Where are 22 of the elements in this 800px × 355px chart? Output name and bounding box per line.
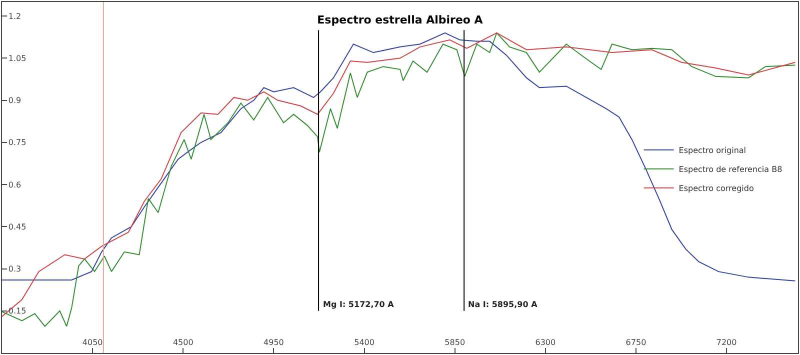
y-tick-label: 0.75	[8, 138, 26, 148]
x-tick-label: 4500	[172, 338, 194, 347]
legend-label: Espectro corregido	[678, 184, 754, 193]
y-tick-label: 0.15	[8, 306, 26, 316]
x-tick-label: 6750	[626, 338, 646, 347]
x-tick-label: 5400	[354, 338, 374, 347]
legend-label: Espectro de referencia B8	[678, 165, 782, 174]
x-tick-label: 6300	[535, 338, 556, 347]
x-tick-label: 5850	[444, 338, 466, 347]
y-tick-label: 1.2	[8, 12, 22, 21]
legend-label: Espectro original	[678, 146, 746, 155]
ref-line-label: Mg I: 5172,70 A	[323, 300, 395, 309]
y-tick-label: 0.3	[8, 264, 22, 274]
y-tick-label: 0.45	[8, 222, 26, 232]
text: Espectro estrella Albireo A	[317, 14, 484, 27]
y-tick-label: 0.6	[8, 180, 22, 190]
y-tick-label: 0.9	[8, 96, 22, 106]
x-tick-label: 7200	[716, 338, 737, 347]
ref-line-label: Na I: 5895,90 A	[468, 300, 538, 309]
y-tick-label: 1.05	[8, 54, 26, 63]
x-tick-label: 4050	[82, 338, 103, 347]
x-tick-label: 4950	[264, 338, 284, 347]
